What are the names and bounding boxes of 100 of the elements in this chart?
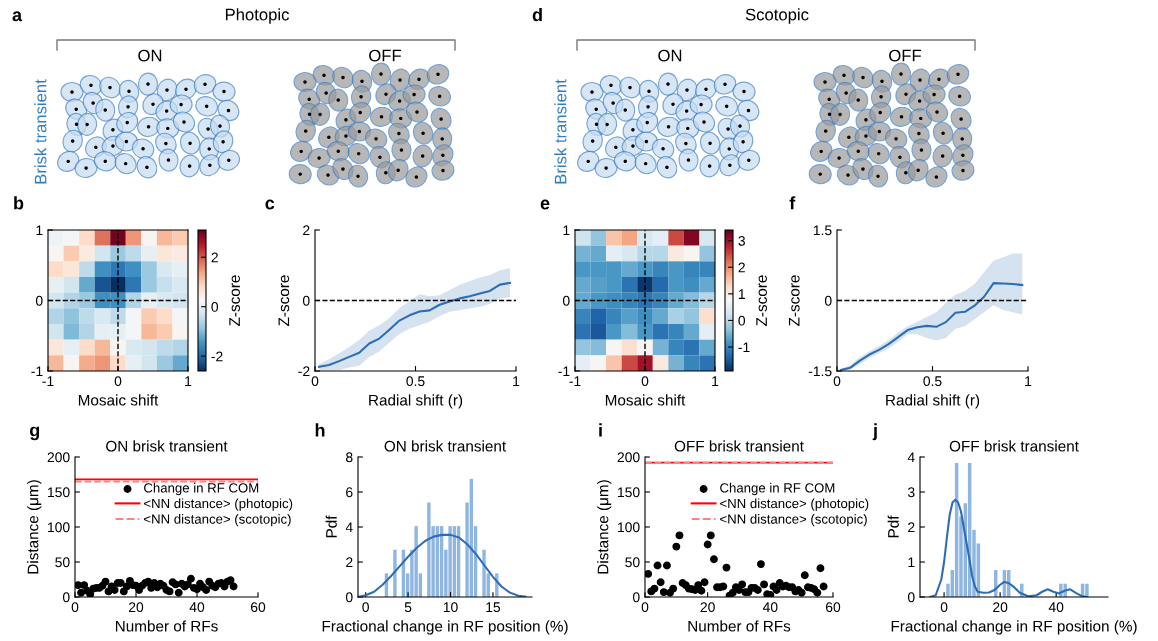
y-tick-label: 0 — [632, 592, 640, 603]
y-tick-label: 150 — [618, 487, 640, 498]
color-bar-label: 0 — [738, 315, 746, 326]
legend-label: <NN distance> (photopic) — [144, 498, 293, 511]
x-axis-title: Fractional change in RF position (%) — [322, 620, 568, 635]
x-tick-label: 0.5 — [923, 376, 942, 387]
text: g — [29, 426, 40, 441]
color-bar-label: -1 — [738, 342, 750, 353]
color-bar-label: 1 — [738, 289, 745, 299]
text: ON — [138, 49, 162, 62]
y-axis-title: Distance (μm) — [27, 480, 42, 574]
x-tick-label: 20 — [993, 602, 1008, 613]
x-tick-label: 1 — [185, 376, 192, 386]
y-tick-label: 6 — [346, 487, 353, 498]
text: e — [540, 199, 550, 210]
y-tick-label: 200 — [47, 452, 70, 463]
x-tick-label: 0.5 — [406, 376, 425, 387]
text: a — [12, 11, 23, 22]
text: Brisk transient — [554, 79, 567, 184]
y-tick-label: 2 — [346, 557, 353, 568]
chart-title: OFF brisk transient — [949, 440, 1079, 452]
x-axis-title: Fractional change in RF position (%) — [891, 620, 1137, 635]
y-tick-label: 4 — [907, 452, 915, 463]
y-tick-label: 1 — [36, 225, 43, 236]
y-tick-label: 150 — [48, 487, 70, 498]
x-tick-label: 10 — [443, 602, 458, 613]
y-tick-label: 0 — [345, 592, 353, 603]
color-bar-label: -2 — [211, 351, 223, 362]
y-tick-label: 0 — [35, 295, 43, 306]
x-tick-label: 20 — [700, 602, 715, 613]
x-tick-label: 5 — [404, 602, 412, 613]
x-tick-label: 0 — [940, 602, 948, 613]
x-tick-label: -1 — [569, 376, 581, 386]
x-tick-label: 0 — [641, 376, 649, 387]
x-tick-label: 1 — [712, 376, 719, 386]
y-tick-label: 0 — [562, 295, 570, 306]
text: Scotopic — [745, 8, 809, 24]
x-axis-title: Mosaic shift — [605, 394, 686, 406]
text: h — [315, 423, 325, 437]
legend-label: Change in RF COM — [720, 482, 835, 496]
chart-title: OFF brisk transient — [674, 440, 804, 452]
x-axis-title: Number of RFs — [688, 620, 791, 632]
y-tick-label: 0 — [907, 592, 915, 603]
y-tick-label: 100 — [48, 522, 70, 533]
text: d — [532, 8, 542, 22]
x-axis-title: Number of RFs — [115, 620, 218, 632]
x-tick-label: 20 — [128, 602, 144, 613]
x-axis-title: Mosaic shift — [78, 394, 159, 406]
y-tick-label: 2 — [908, 522, 915, 533]
x-tick-label: 40 — [189, 602, 205, 613]
x-tick-label: 40 — [762, 602, 778, 613]
x-axis-title: Radial shift (r) — [886, 394, 980, 409]
y-tick-label: 1 — [908, 557, 915, 568]
legend-label: Change in RF COM — [144, 482, 259, 496]
text: ON — [658, 49, 682, 62]
x-tick-label: 15 — [486, 602, 501, 613]
y-tick-label: 8 — [346, 452, 353, 463]
y-axis-title: Z-score — [788, 275, 800, 326]
x-tick-label: 40 — [1048, 602, 1064, 613]
y-tick-label: 100 — [618, 522, 640, 533]
x-tick-label: 0 — [641, 602, 649, 613]
color-bar-title: Z-score — [756, 275, 767, 326]
y-tick-label: 0 — [62, 592, 70, 603]
y-tick-label: 0 — [824, 295, 832, 306]
legend-label: <NN distance> (photopic) — [720, 498, 869, 511]
y-tick-label: 4 — [345, 522, 353, 533]
x-axis-title: Radial shift (r) — [369, 394, 463, 409]
text: i — [599, 423, 602, 437]
text: c — [265, 199, 275, 210]
y-tick-label: -1 — [558, 366, 570, 377]
legend-label: <NN distance> (scotopic) — [720, 514, 867, 527]
color-bar-label: 2 — [211, 252, 218, 263]
color-bar-label: 3 — [738, 235, 745, 246]
text: j — [872, 423, 877, 441]
text: Brisk transient — [34, 79, 47, 184]
x-tick-label: 1 — [1025, 376, 1032, 386]
text: Photopic — [225, 8, 289, 24]
x-tick-label: 0 — [311, 376, 319, 387]
y-tick-label: 50 — [55, 557, 70, 568]
y-tick-label: 200 — [617, 452, 640, 463]
text: b — [14, 196, 24, 210]
x-tick-label: 0 — [833, 376, 841, 387]
text: f — [789, 196, 796, 210]
y-tick-label: -1 — [31, 366, 43, 377]
color-bar-title: Z-score — [229, 275, 240, 326]
x-tick-label: 0 — [71, 602, 79, 613]
chart-title: ON brisk transient — [106, 440, 228, 452]
color-bar-label: 2 — [738, 262, 745, 273]
y-axis-title: Pdf — [325, 515, 337, 538]
y-axis-title: Pdf — [887, 515, 899, 538]
x-tick-label: 0 — [114, 376, 122, 387]
text: OFF — [369, 49, 401, 62]
legend-label: <NN distance> (scotopic) — [144, 514, 291, 527]
y-tick-label: 1 — [563, 225, 570, 236]
y-axis-title: Distance (μm) — [597, 480, 612, 574]
y-tick-label: 2 — [303, 225, 310, 236]
y-tick-label: 0 — [302, 295, 310, 306]
y-tick-label: 50 — [625, 557, 640, 568]
x-tick-label: 1 — [513, 376, 520, 386]
x-tick-label: 0 — [362, 602, 369, 613]
